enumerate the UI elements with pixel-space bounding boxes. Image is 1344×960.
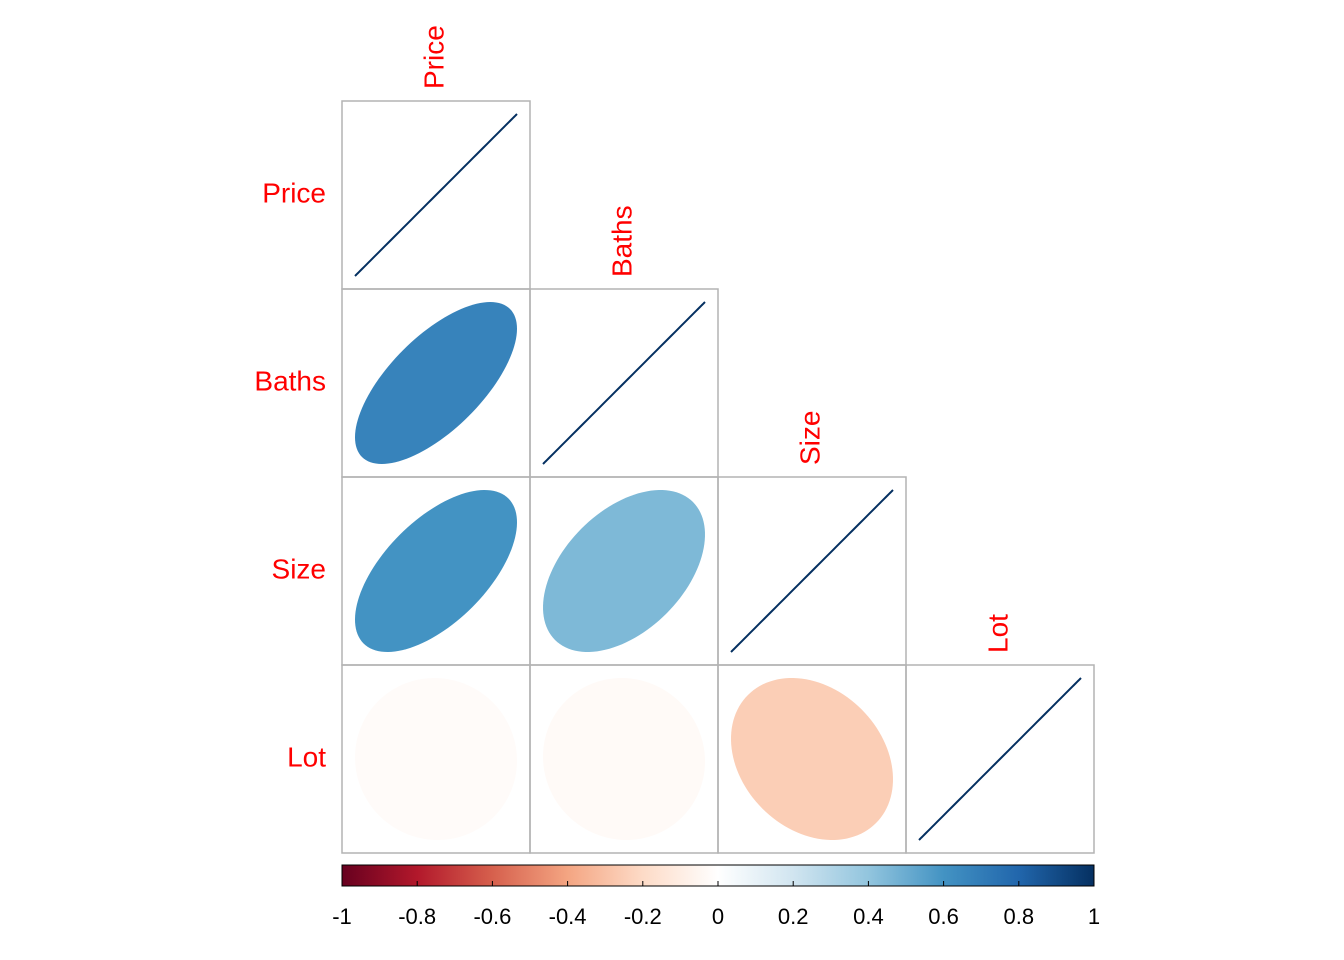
ellipse (355, 490, 517, 652)
column-label: Price (418, 25, 449, 89)
ellipse (543, 490, 705, 652)
colorbar-tick-label: -0.8 (398, 904, 436, 929)
ellipse (543, 678, 705, 840)
row-label: Baths (254, 365, 326, 396)
colorbar-tick-label: 0.6 (928, 904, 959, 929)
ellipse (731, 678, 893, 840)
colorbar-tick-label: 0.8 (1004, 904, 1035, 929)
row-label: Price (262, 177, 326, 208)
colorbar-tick-label: 0.4 (853, 904, 884, 929)
ellipse (355, 678, 517, 840)
colorbar-tick-label: 1 (1088, 904, 1100, 929)
ellipse (355, 302, 517, 464)
colorbar-tick-label: -0.2 (624, 904, 662, 929)
row-label: Size (272, 553, 326, 584)
row-label: Lot (287, 741, 326, 772)
ellipse (730, 489, 894, 653)
column-label: Lot (982, 614, 1013, 653)
column-label: Size (794, 411, 825, 465)
ellipse (542, 301, 706, 465)
column-label: Baths (606, 205, 637, 277)
colorbar-tick-label: 0.2 (778, 904, 809, 929)
colorbar-tick-label: -1 (332, 904, 352, 929)
ellipse (354, 113, 518, 277)
colorbar-tick-label: -0.6 (473, 904, 511, 929)
colorbar-tick-label: 0 (712, 904, 724, 929)
colorbar-tick-label: -0.4 (549, 904, 587, 929)
ellipse (918, 677, 1082, 841)
cell-border (905, 664, 1095, 854)
